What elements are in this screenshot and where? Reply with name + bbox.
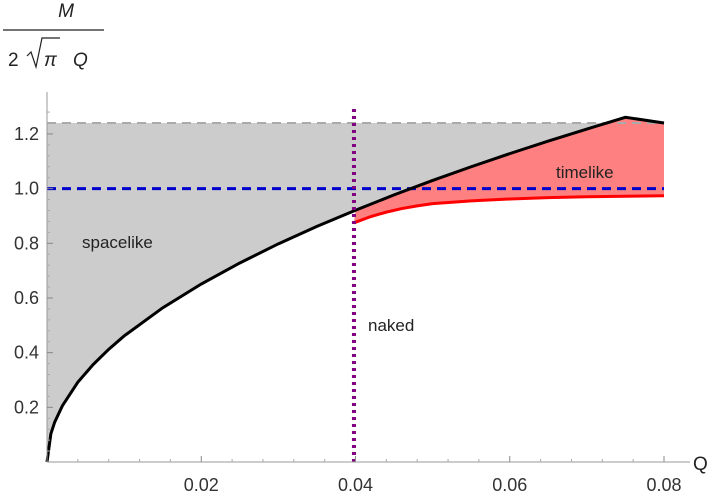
y-tick-label: 0.8 — [14, 233, 39, 253]
y-axis-title-denominator-symbol: π — [44, 50, 58, 71]
series-line-1 — [353, 194, 665, 225]
y-tick-label: 1.2 — [14, 124, 39, 144]
region-fill-spacelike — [47, 117, 664, 462]
x-tick-label: 0.04 — [338, 475, 373, 495]
series-lines — [45, 106, 665, 463]
y-axis-title-denominator-suffix: Q — [73, 50, 88, 71]
series-line-0 — [45, 115, 665, 463]
y-axis-title-denominator-prefix: 2 — [8, 50, 19, 71]
x-tick-label: 0.06 — [492, 475, 527, 495]
axes — [46, 92, 690, 463]
region-label-timelike: timelike — [556, 163, 614, 182]
y-tick-label: 0.2 — [14, 397, 39, 417]
y-tick-label: 0.4 — [14, 343, 39, 363]
region-label-naked: naked — [368, 316, 414, 335]
region-label-spacelike: spacelike — [82, 233, 153, 252]
y-axis-title: M 2 π Q — [3, 1, 104, 71]
x-tick-label: 0.02 — [184, 475, 219, 495]
x-tick-label: 0.08 — [646, 475, 681, 495]
y-tick-label: 1.0 — [14, 179, 39, 199]
x-axis-title: Q — [693, 454, 708, 475]
sqrt-radical-icon — [26, 37, 60, 70]
ticks: 0.2 0.4 0.6 0.8 1.0 1.2 0.02 0.04 0.06 0.08 — [14, 111, 682, 495]
y-tick-label: 0.6 — [14, 288, 39, 308]
y-axis-title-numerator: M — [58, 1, 74, 22]
